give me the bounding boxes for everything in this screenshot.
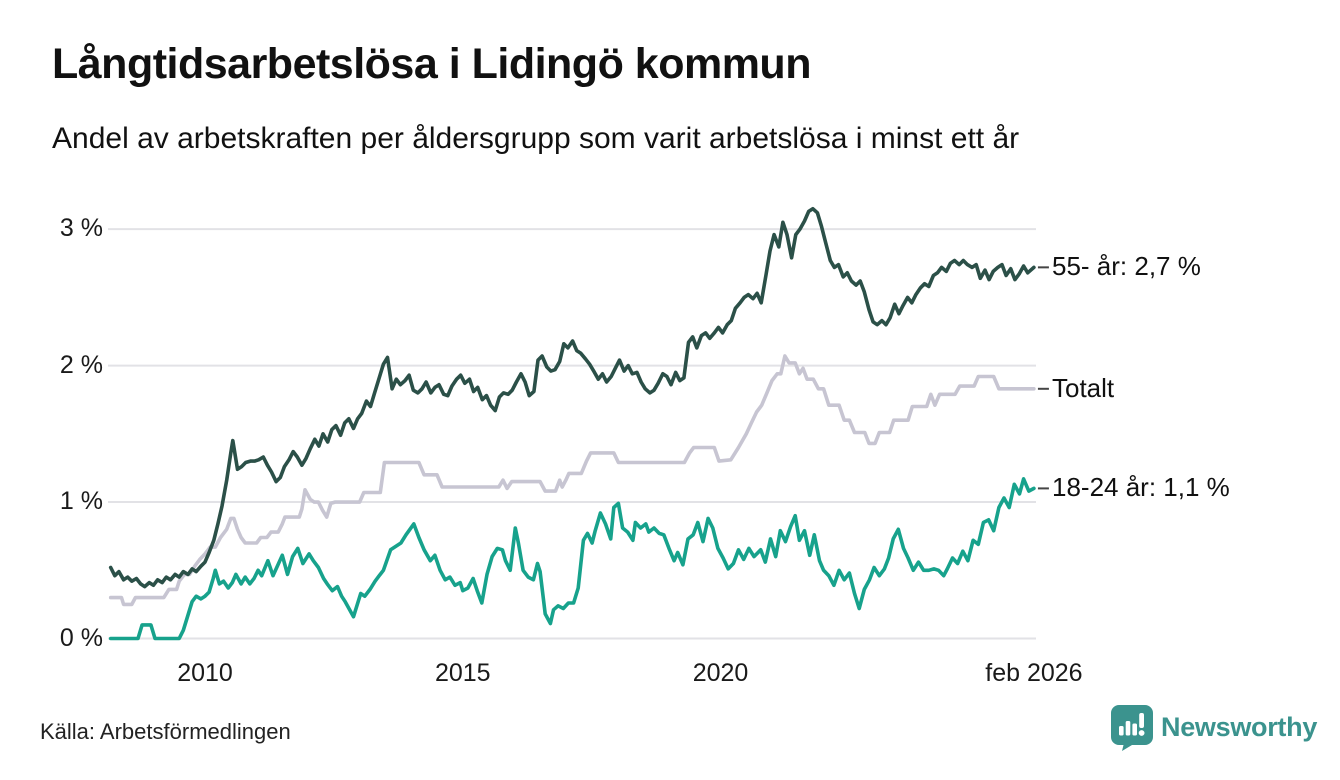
y-axis-tick-label: 2 % bbox=[59, 350, 103, 379]
series-label-totalt: Totalt bbox=[1052, 372, 1115, 403]
series-line-totalt bbox=[108, 354, 1036, 607]
x-axis-tick-label: 2015 bbox=[434, 659, 491, 687]
newsworthy-logo[interactable]: Newsworthy bbox=[1110, 704, 1317, 751]
series-label-55-ar: 55- år: 2,7 % bbox=[1052, 251, 1201, 282]
series-label-18-24-ar: 18-24 år: 1,1 % bbox=[1052, 472, 1230, 503]
series-line-18-24-ar bbox=[108, 477, 1036, 641]
y-axis-tick-label: 3 % bbox=[59, 214, 103, 243]
newsworthy-speech-bubble-icon bbox=[1110, 704, 1154, 751]
source-note: Källa: Arbetsförmedlingen bbox=[40, 719, 291, 744]
x-axis-tick-label: feb 2026 bbox=[985, 659, 1083, 687]
x-axis-tick-label: 2020 bbox=[692, 659, 749, 687]
newsworthy-logo-text: Newsworthy bbox=[1161, 712, 1318, 742]
x-axis-tick-label: 2010 bbox=[177, 659, 233, 687]
series-line-55-ar bbox=[108, 206, 1036, 589]
y-axis-tick-label: 1 % bbox=[59, 487, 103, 516]
y-axis-tick-label: 0 % bbox=[59, 623, 103, 652]
page-title: Långtidsarbetslösa i Lidingö kommun bbox=[52, 40, 811, 88]
page-subtitle: Andel av arbetskraften per åldersgrupp s… bbox=[52, 122, 1020, 155]
